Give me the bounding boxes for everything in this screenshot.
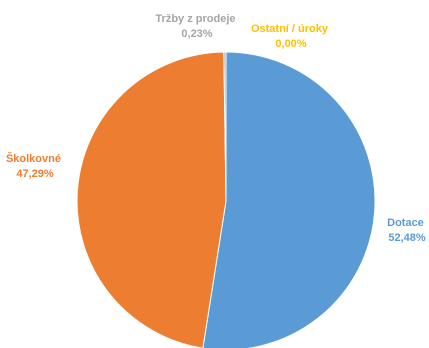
label-dotace-value: 52,48% [388, 232, 426, 244]
label-trzby-name: Tržby z prodeje [155, 13, 235, 25]
slice-dotace [203, 52, 375, 348]
label-dotace-name: Dotace [387, 217, 424, 229]
label-ostatni-name: Ostatní / úroky [251, 23, 329, 35]
pie-slices [77, 52, 375, 348]
label-skolkovne-name: Školkovné [6, 152, 61, 165]
label-dotace: Dotace 52,48% [387, 217, 427, 244]
label-trzby-value: 0,23% [181, 28, 212, 40]
label-skolkovne: Školkovné 47,29% [6, 152, 64, 180]
label-ostatni: Ostatní / úroky 0,00% [251, 23, 331, 50]
label-ostatni-value: 0,00% [275, 38, 306, 50]
label-trzby: Tržby z prodeje 0,23% [155, 13, 238, 40]
slice-skolkovne [77, 52, 226, 348]
label-skolkovne-value: 47,29% [16, 168, 54, 180]
